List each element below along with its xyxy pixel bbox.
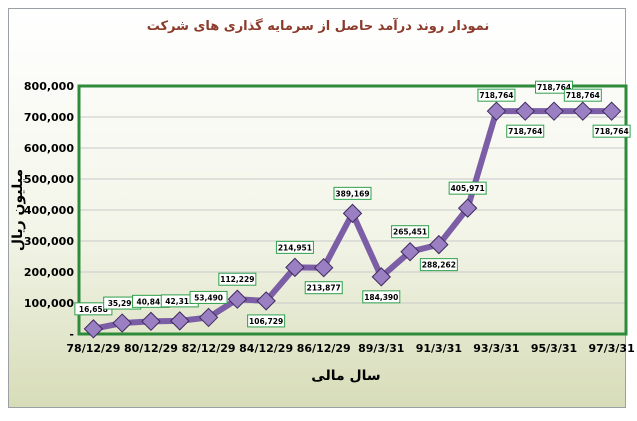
data-point-marker	[371, 267, 391, 287]
x-axis-ticks: 78/12/29 80/12/29 82/12/29 84/12/29 86/12/29…	[66, 342, 634, 355]
data-label: 718,764	[506, 124, 545, 138]
data-label-box	[448, 181, 487, 195]
x-tick-label: 86/12/29	[297, 342, 351, 355]
y-tick-label: -	[69, 328, 74, 341]
data-label-box	[362, 290, 401, 304]
data-label-box	[391, 225, 430, 239]
data-point-marker	[342, 203, 363, 224]
data-point-marker	[457, 198, 478, 218]
y-tick-label: 500,000	[24, 173, 74, 186]
data-label-text: 718,764	[479, 91, 513, 100]
x-tick-label: 89/3/31	[358, 342, 404, 355]
data-label: 718,764	[477, 88, 516, 102]
data-label-box	[189, 290, 228, 304]
y-axis-ticks: - 100,000 200,000 300,000 400,000 500,000 600,…	[24, 80, 74, 341]
data-label-box	[506, 124, 545, 138]
data-point-marker	[83, 319, 104, 339]
data-point-marker	[141, 311, 161, 332]
data-point-marker	[227, 289, 248, 309]
data-label-text: 112,229	[220, 275, 254, 284]
data-point-marker	[314, 257, 334, 278]
data-label: 184,390	[362, 290, 401, 304]
y-axis-label: میلیون ریال	[10, 169, 26, 251]
data-label-text: 718,764	[566, 91, 600, 100]
data-label: 106,729	[247, 314, 286, 328]
data-point-marker	[256, 291, 276, 311]
data-label-box	[477, 88, 516, 102]
data-point-marker	[198, 307, 219, 328]
data-label-box	[592, 124, 631, 138]
data-label: 718,764	[563, 88, 602, 102]
data-label: 389,169	[333, 186, 372, 200]
data-label: 265,451	[391, 225, 430, 239]
data-label: 112,229	[218, 272, 257, 286]
data-label-text: 288,262	[422, 261, 456, 270]
data-label-box	[419, 258, 458, 272]
data-point-marker	[112, 313, 132, 333]
data-label-text: 184,390	[364, 293, 398, 302]
y-tick-label: 200,000	[24, 266, 74, 279]
x-tick-label: 82/12/29	[182, 342, 236, 355]
data-label-box	[333, 186, 372, 200]
y-tick-label: 700,000	[24, 111, 74, 124]
data-label: 53,490	[189, 290, 228, 304]
chart-title: نمودار روند درآمد حاصل از سرمایه گذاری ه…	[147, 17, 490, 34]
data-label: 288,262	[419, 258, 458, 272]
data-label: 214,951	[275, 240, 314, 254]
x-tick-label: 80/12/29	[124, 342, 178, 355]
data-point-marker	[285, 257, 305, 278]
data-label: 405,971	[448, 181, 487, 195]
x-tick-label: 95/3/31	[531, 342, 577, 355]
y-tick-label: 600,000	[24, 142, 74, 155]
data-label-text: 214,951	[278, 243, 312, 252]
data-label-text: 35,299	[108, 299, 137, 308]
data-point-marker	[429, 234, 449, 255]
y-tick-label: 400,000	[24, 204, 74, 217]
y-tick-label: 300,000	[24, 235, 74, 248]
y-tick-label: 100,000	[24, 297, 74, 310]
data-label-box	[304, 281, 343, 295]
x-tick-label: 91/3/31	[416, 342, 462, 355]
data-point-marker	[486, 101, 507, 121]
data-label-text: 53,490	[194, 293, 223, 302]
y-tick-label: 800,000	[24, 80, 74, 93]
data-point-marker	[170, 311, 190, 331]
x-tick-label: 93/3/31	[473, 342, 519, 355]
x-tick-label: 78/12/29	[66, 342, 120, 355]
data-label: 718,764	[535, 80, 574, 94]
data-label-text: 106,729	[249, 317, 283, 326]
plot-area	[77, 84, 628, 336]
data-label-text: 42,315	[165, 297, 194, 306]
data-point-marker	[400, 242, 420, 262]
data-label: 213,877	[304, 281, 343, 295]
data-point-marker	[544, 101, 564, 121]
chart-frame	[8, 8, 626, 408]
data-label-text: 405,971	[451, 184, 485, 193]
series-line-group	[83, 101, 622, 339]
data-label-box	[535, 80, 574, 94]
data-label-box	[563, 88, 602, 102]
data-label: 718,764	[592, 124, 631, 138]
data-label-text: 718,764	[508, 127, 542, 136]
x-tick-label: 97/3/31	[588, 342, 634, 355]
data-label-text: 213,877	[307, 284, 341, 293]
data-label-text: 16,658	[79, 305, 108, 314]
data-label-text: 389,169	[335, 189, 369, 198]
data-label-text: 718,764	[595, 127, 629, 136]
data-point-marker	[601, 101, 622, 121]
data-label-text: 718,764	[537, 83, 571, 92]
data-point-marker	[573, 101, 593, 121]
x-tick-label: 84/12/29	[239, 342, 293, 355]
data-label-text: 40,842	[136, 297, 165, 306]
data-label-box	[218, 272, 257, 286]
data-point-marker	[515, 101, 535, 121]
data-label-box	[275, 240, 314, 254]
data-label-text: 265,451	[393, 228, 427, 237]
x-axis-label: سال مالی	[311, 368, 380, 384]
data-label-box	[247, 314, 286, 328]
